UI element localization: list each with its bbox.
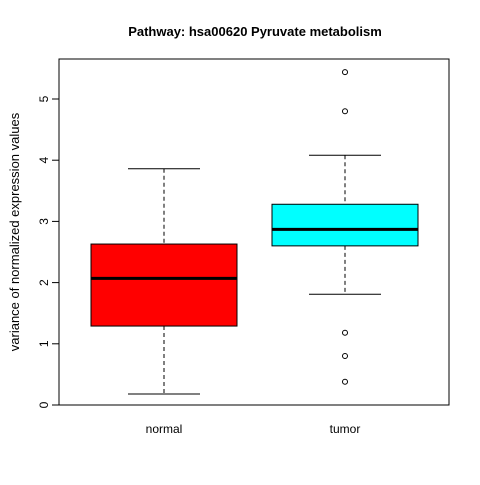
outlier-point: [342, 329, 348, 336]
box-iqr: [90, 243, 238, 327]
y-tick-label: 0: [37, 401, 51, 408]
y-tick-label: 2: [37, 279, 51, 286]
x-axis: normal tumor: [146, 422, 361, 436]
box-iqr: [271, 203, 419, 247]
y-axis-label: variance of normalized expression values: [7, 112, 22, 351]
box-group-normal: [90, 168, 238, 395]
y-axis: 0 1 2 3 4 5: [37, 95, 59, 408]
plot-frame: [58, 58, 450, 406]
y-tick-label: 3: [37, 218, 51, 225]
y-tick-label: 5: [37, 95, 51, 102]
x-category-label: tumor: [330, 422, 361, 436]
outlier-point: [342, 353, 348, 360]
outlier-point: [342, 69, 348, 76]
chart-title: Pathway: hsa00620 Pyruvate metabolism: [128, 24, 382, 39]
boxplot-series: [90, 69, 419, 395]
box-group-tumor: [271, 69, 419, 385]
y-tick-label: 1: [37, 340, 51, 347]
y-tick-label: 4: [37, 157, 51, 164]
outlier-point: [342, 378, 348, 385]
outlier-point: [342, 108, 348, 115]
x-category-label: normal: [146, 422, 183, 436]
